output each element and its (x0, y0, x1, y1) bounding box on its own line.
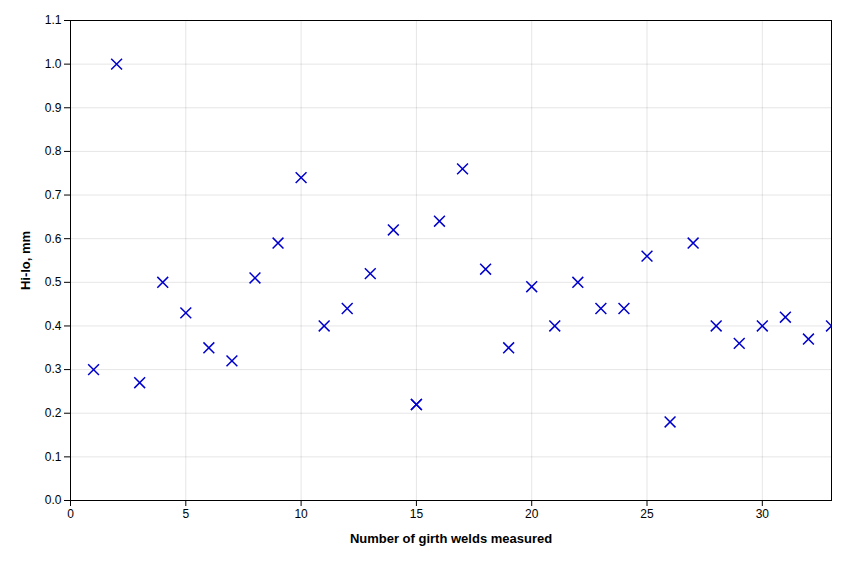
svg-text:0.3: 0.3 (45, 362, 62, 376)
svg-text:0.2: 0.2 (45, 406, 62, 420)
svg-text:0.5: 0.5 (45, 275, 62, 289)
svg-text:25: 25 (640, 507, 654, 521)
svg-text:30: 30 (756, 507, 770, 521)
svg-text:0.7: 0.7 (45, 188, 62, 202)
svg-text:15: 15 (410, 507, 424, 521)
svg-text:Number of girth welds measured: Number of girth welds measured (350, 531, 552, 546)
svg-text:1.0: 1.0 (45, 57, 62, 71)
svg-text:0.6: 0.6 (45, 232, 62, 246)
svg-text:0.8: 0.8 (45, 144, 62, 158)
svg-text:5: 5 (182, 507, 189, 521)
svg-text:20: 20 (525, 507, 539, 521)
svg-text:0.1: 0.1 (45, 450, 62, 464)
svg-text:Hi-lo, mm: Hi-lo, mm (18, 231, 33, 290)
svg-text:1.1: 1.1 (45, 13, 62, 27)
svg-text:0.4: 0.4 (45, 319, 62, 333)
svg-text:10: 10 (294, 507, 308, 521)
svg-text:0.0: 0.0 (45, 493, 62, 507)
svg-text:0.9: 0.9 (45, 101, 62, 115)
svg-text:0: 0 (67, 507, 74, 521)
